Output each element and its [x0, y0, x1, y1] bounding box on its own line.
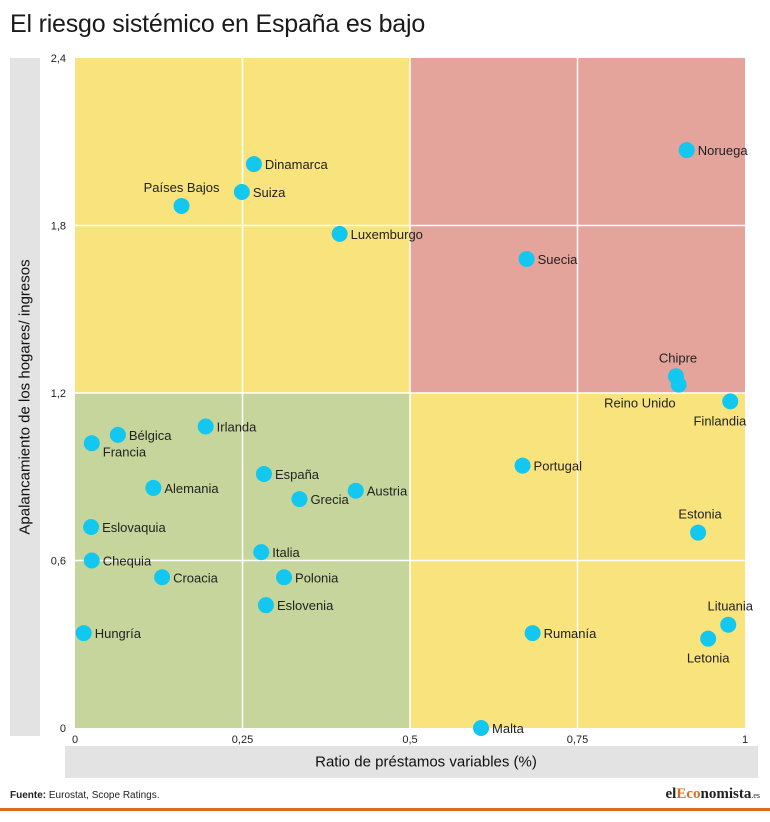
data-point — [678, 142, 695, 159]
y-tick-label: 1,8 — [51, 221, 66, 233]
point-label: Lituania — [707, 599, 753, 614]
source-label: Fuente: — [10, 790, 47, 801]
point-label: Italia — [272, 545, 300, 560]
point-label: Finlandia — [693, 413, 747, 428]
brand-domain: .es — [751, 791, 760, 800]
point-label: Rumanía — [544, 626, 598, 641]
source-note: Fuente: Eurostat, Scope Ratings. — [10, 790, 160, 801]
data-point — [518, 251, 535, 267]
brand-prefix: el — [665, 786, 677, 802]
data-point — [83, 519, 100, 535]
point-label: Chequia — [103, 554, 152, 569]
x-axis-label-band — [65, 746, 758, 778]
point-label: Dinamarca — [265, 157, 329, 172]
point-label: Eslovaquia — [102, 520, 166, 535]
data-point — [690, 524, 707, 541]
point-label: Malta — [492, 721, 525, 736]
point-label: Chipre — [659, 350, 697, 365]
point-label: España — [275, 467, 320, 482]
point-label: Letonia — [687, 651, 730, 666]
data-point — [173, 197, 190, 214]
y-tick-label: 0,6 — [51, 556, 66, 568]
y-axis-label-band — [10, 58, 40, 736]
data-point — [75, 625, 92, 642]
point-label: Francia — [103, 444, 147, 459]
data-point — [347, 482, 364, 499]
point-label: Suiza — [253, 185, 286, 200]
x-tick-label: 0,75 — [567, 734, 588, 746]
data-point — [197, 418, 214, 435]
data-point — [253, 544, 270, 561]
point-label: Irlanda — [217, 420, 258, 435]
data-point — [245, 156, 262, 173]
point-label: Alemania — [164, 481, 219, 496]
brand-logo: elEconomista.es — [665, 786, 760, 803]
data-point — [331, 225, 348, 242]
point-label: Estonia — [678, 507, 722, 522]
data-point — [109, 426, 126, 443]
y-tick-label: 1,2 — [51, 388, 66, 400]
data-point — [255, 465, 272, 482]
data-point — [524, 625, 541, 642]
data-point — [257, 597, 274, 614]
data-point — [720, 616, 737, 633]
x-tick-label: 0 — [72, 734, 78, 746]
chart-title: El riesgo sistémico en España es bajo — [10, 10, 426, 38]
x-tick-label: 1 — [742, 734, 748, 746]
x-axis-label: Ratio de préstamos variables (%) — [315, 753, 537, 771]
point-label: Portugal — [534, 459, 583, 474]
data-point — [83, 552, 100, 569]
data-point — [514, 457, 531, 474]
x-tick-label: 0,25 — [232, 734, 253, 746]
data-point — [233, 184, 250, 200]
point-label: Suecia — [538, 252, 579, 267]
data-point — [670, 376, 687, 393]
data-point — [473, 720, 490, 736]
point-label: Reino Unido — [604, 396, 676, 411]
brand-suffix: nomista — [700, 786, 752, 802]
point-label: Eslovenia — [277, 598, 334, 613]
point-label: Luxemburgo — [351, 227, 423, 242]
x-tick-label: 0,5 — [402, 734, 417, 746]
data-point — [154, 569, 171, 586]
data-point — [722, 393, 739, 410]
brand-accent: Eco — [676, 786, 701, 802]
point-label: Grecia — [310, 492, 349, 507]
bottom-rule — [0, 808, 770, 811]
y-tick-label: 2,4 — [51, 53, 66, 65]
point-label: Polonia — [295, 570, 339, 585]
point-label: Bélgica — [129, 428, 172, 443]
data-point — [145, 479, 162, 496]
data-point — [291, 491, 308, 508]
data-point — [276, 569, 293, 586]
point-label: Países Bajos — [144, 180, 220, 195]
data-point — [83, 435, 100, 452]
data-point — [700, 630, 717, 647]
point-label: Hungría — [95, 626, 142, 641]
y-tick-label: 0 — [60, 723, 66, 735]
point-label: Croacia — [173, 570, 219, 585]
source-text: Eurostat, Scope Ratings. — [48, 790, 160, 801]
point-label: Noruega — [698, 143, 749, 158]
point-label: Austria — [367, 484, 408, 499]
